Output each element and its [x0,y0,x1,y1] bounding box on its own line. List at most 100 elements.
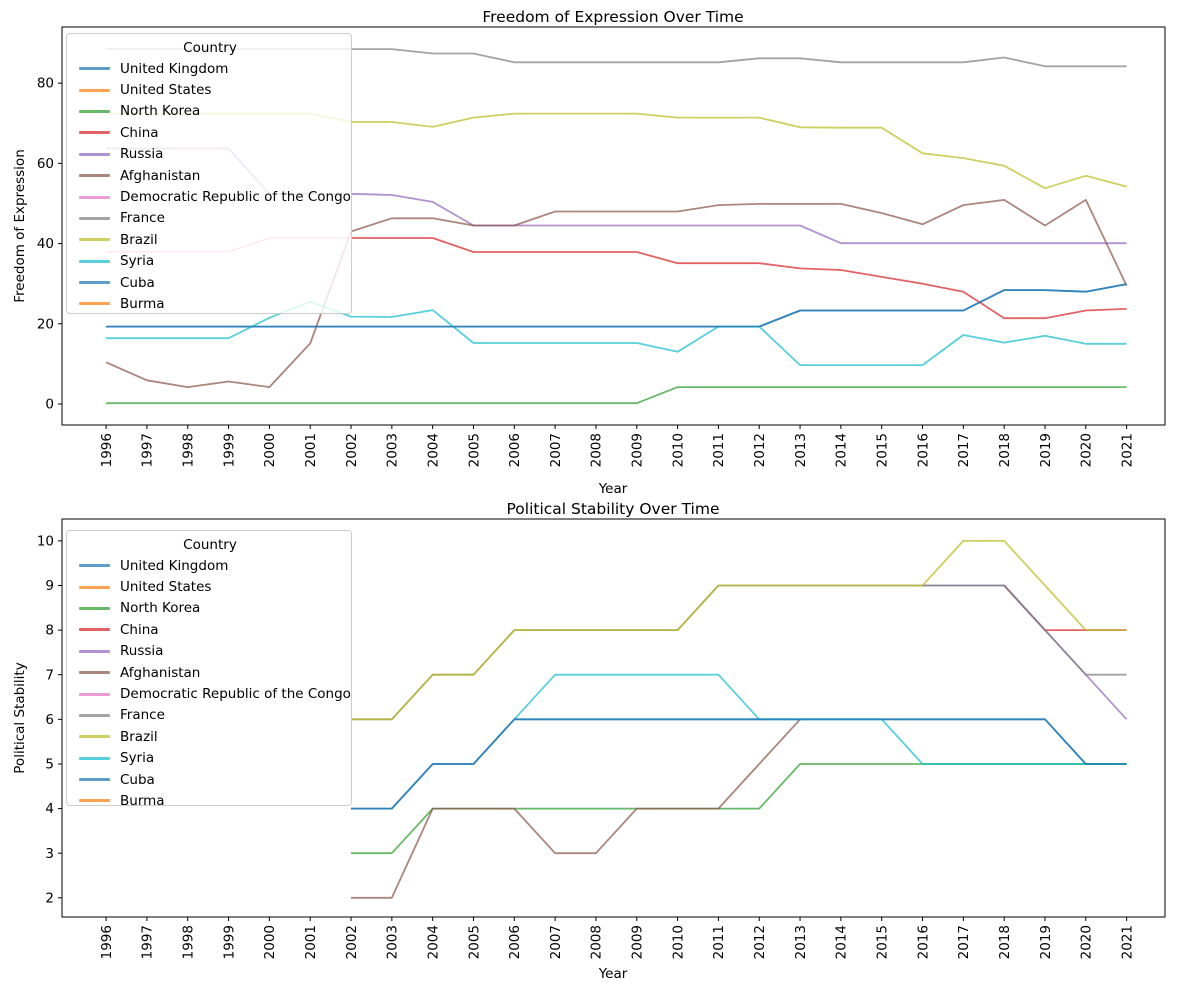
chart1-xaxis-label: Year [598,481,628,497]
x-tick-label: 2002 [344,925,360,959]
x-tick-label: 1997 [140,925,156,959]
y-tick-label: 10 [37,533,54,549]
legend-line-swatch [79,649,110,653]
legend-label: Cuba [120,274,155,291]
legend-label: France [120,707,165,724]
x-tick-label: 2006 [507,433,523,467]
x-tick-label: 2012 [752,925,768,959]
legend-label: Syria [120,253,155,270]
legend-entry-russia: Russia [79,641,341,662]
x-tick-label: 2000 [262,925,278,959]
x-tick-label: 1998 [181,433,197,467]
legend-line-swatch [79,564,110,568]
legend-entry-russia: Russia [79,144,341,165]
legend-entry-united-kingdom: United Kingdom [79,58,341,79]
chart1-legend: Country United Kingdom United States North … [66,33,352,314]
legend-label: Russia [120,146,164,163]
line-afghanistan [105,198,1128,389]
legend-line-swatch [79,109,110,113]
x-tick-label: 1996 [99,433,115,467]
legend-label: United States [120,82,212,99]
legend-entry-syria: Syria [79,251,341,272]
x-tick-label: 1999 [221,925,237,959]
legend-line-swatch [79,585,110,589]
y-tick-label: 2 [45,890,54,906]
legend-label: Democratic Republic of the Congo [120,189,351,206]
legend-line-swatch [79,302,110,306]
legend-title: Country [183,40,237,56]
y-axis-ticks: 2 3 4 5 6 7 8 9 10 [37,533,62,906]
plot-frame [61,518,1166,918]
y-tick-label: 7 [45,667,54,683]
x-tick-label: 2005 [466,433,482,467]
x-tick-label: 1999 [221,433,237,467]
legend-entry-brazil: Brazil [79,229,341,250]
legend-label: United Kingdom [120,557,229,574]
x-tick-label: 2012 [752,433,768,467]
x-tick-label: 2021 [1119,433,1135,467]
legend-line-swatch [79,174,110,178]
chart1-title: Freedom of Expression Over Time [482,8,744,26]
line-north-korea [106,386,1127,405]
y-axis-ticks: 0 20 40 60 80 [37,76,62,413]
legend-label: Russia [120,643,164,660]
x-tick-label: 2001 [303,925,319,959]
legend-line-swatch [79,152,110,156]
x-tick-label: 1997 [140,433,156,467]
legend-line-swatch [79,606,110,610]
x-tick-label: 2004 [425,925,441,959]
x-tick-label: 2016 [915,925,931,959]
chart2-legend: Country United Kingdom United States North … [66,530,352,809]
x-tick-label: 2014 [834,925,850,959]
x-tick-label: 2019 [1038,925,1054,959]
legend-entry-afghanistan: Afghanistan [79,165,341,186]
legend-line-swatch [79,88,110,92]
chart2-xaxis-label: Year [598,966,628,982]
x-tick-label: 2010 [670,925,686,959]
line-france [351,584,1127,721]
legend-line-swatch [79,67,110,71]
x-tick-label: 2013 [793,433,809,467]
legend-line-swatch [79,713,110,717]
legend-label: China [120,621,159,638]
legend-label: United States [120,579,212,596]
x-tick-label: 2018 [997,925,1013,959]
legend-line-swatch [79,756,110,760]
legend-line-swatch [79,692,110,696]
legend-line-swatch [79,778,110,782]
legend-entry-france: France [79,705,341,726]
x-tick-label: 2003 [385,925,401,959]
legend-line-swatch [79,195,110,199]
line-china [351,237,1127,320]
y-tick-label: 60 [37,156,54,172]
y-tick-label: 9 [45,578,54,594]
legend-label: Afghanistan [120,664,201,681]
x-tick-label: 2006 [507,925,523,959]
x-tick-label: 2014 [834,433,850,467]
line-cuba [351,718,1127,810]
x-tick-label: 2016 [915,433,931,467]
line-brazil [351,540,1127,721]
legend-line-swatch [79,131,110,135]
chart1-yaxis-label: Freedom of Expression [12,149,28,303]
x-tick-label: 2002 [344,433,360,467]
x-tick-label: 2015 [874,925,890,959]
legend-label: United Kingdom [120,60,229,77]
x-tick-label: 1998 [181,925,197,959]
legend-entry-north-korea: North Korea [79,101,341,122]
x-axis-ticks: 1996 1997 1998 1999 2000 2001 2002 2003 2004 2005… [99,917,1135,959]
legend-entry-democratic-republic-of-the-congo: Democratic Republic of the Congo [79,683,351,704]
legend-entry-cuba: Cuba [79,272,341,293]
x-tick-label: 2005 [466,925,482,959]
legend-line-swatch [79,735,110,739]
legend-line-swatch [79,799,110,803]
x-tick-label: 2015 [874,433,890,467]
line-cuba [106,283,1127,328]
y-tick-label: 5 [45,757,54,773]
legend-entry-north-korea: North Korea [79,598,341,619]
legend-entry-burma: Burma [79,293,341,314]
legend-line-swatch [79,628,110,632]
plot-frame [61,26,1166,426]
legend-entry-china: China [79,619,341,640]
